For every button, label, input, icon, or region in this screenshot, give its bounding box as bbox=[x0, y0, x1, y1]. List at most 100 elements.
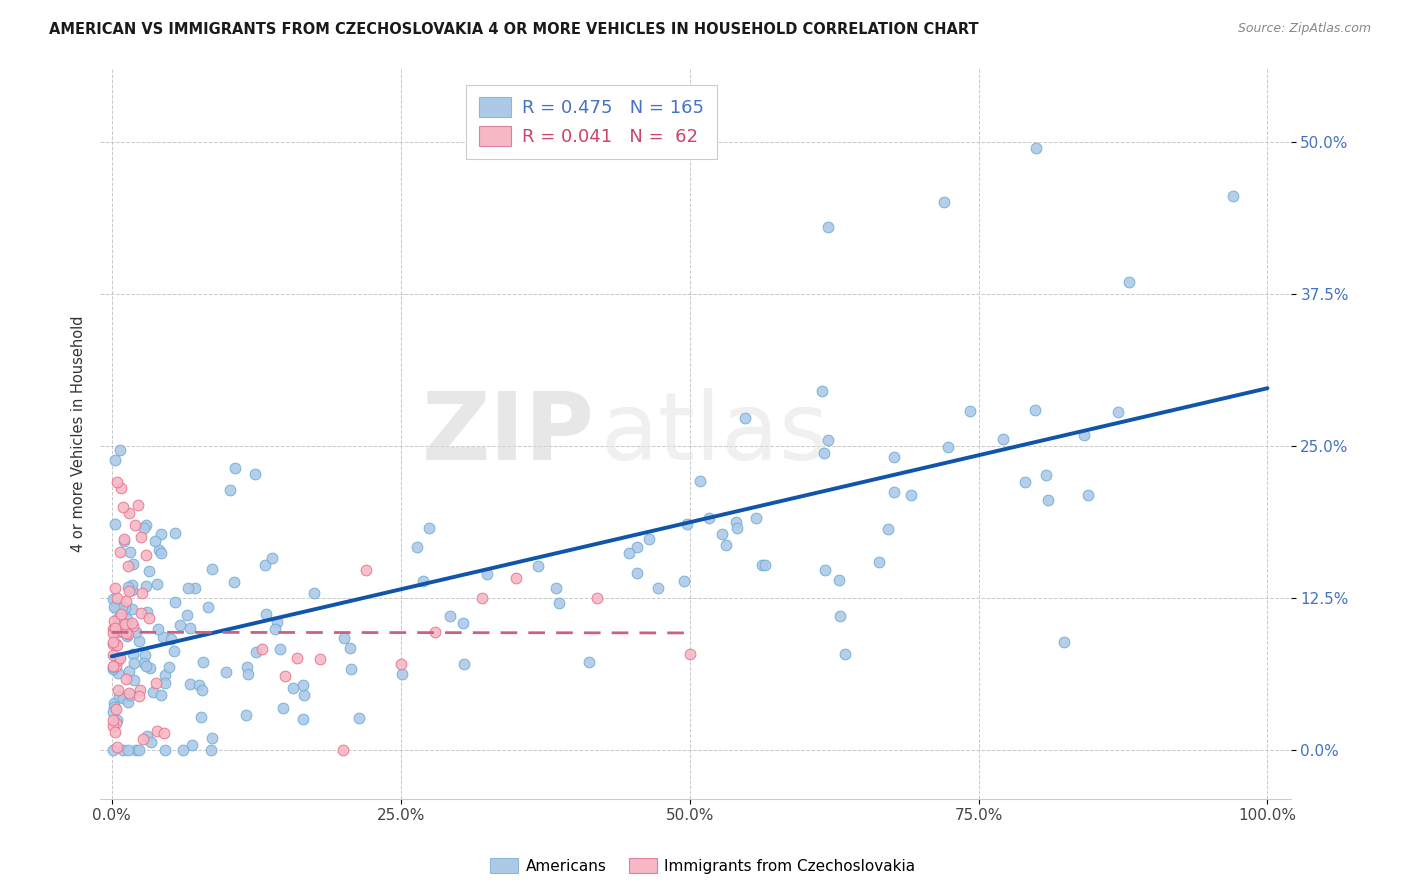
Point bbox=[111, 599, 134, 614]
Point bbox=[101, 622, 124, 636]
Point bbox=[122, 619, 145, 633]
Point bbox=[439, 609, 461, 624]
Point bbox=[169, 618, 191, 632]
Point bbox=[107, 475, 129, 490]
Point bbox=[291, 712, 314, 726]
Point bbox=[152, 630, 174, 644]
Point bbox=[675, 517, 697, 532]
Point bbox=[418, 521, 440, 535]
Point bbox=[177, 581, 200, 595]
Point bbox=[105, 739, 128, 754]
Point bbox=[103, 621, 125, 635]
Point bbox=[103, 696, 125, 710]
Point bbox=[391, 667, 413, 681]
Point bbox=[157, 659, 180, 673]
Point bbox=[260, 550, 283, 565]
Point bbox=[118, 686, 141, 700]
Point bbox=[129, 682, 152, 697]
Point bbox=[110, 482, 132, 496]
Point bbox=[101, 648, 124, 663]
Point bbox=[114, 601, 136, 615]
Point bbox=[546, 581, 568, 595]
Point bbox=[991, 433, 1014, 447]
Point bbox=[165, 525, 187, 540]
Point bbox=[121, 601, 143, 615]
Point bbox=[101, 659, 124, 673]
Point bbox=[332, 631, 354, 645]
Point bbox=[135, 518, 157, 533]
Point bbox=[868, 556, 890, 570]
Point bbox=[118, 618, 141, 632]
Point bbox=[754, 558, 776, 572]
Point bbox=[224, 461, 246, 475]
Point bbox=[117, 558, 139, 573]
Point bbox=[107, 653, 129, 667]
Point bbox=[101, 660, 124, 674]
Point bbox=[235, 708, 257, 723]
Point bbox=[810, 384, 832, 398]
Point bbox=[271, 701, 294, 715]
Point bbox=[451, 616, 474, 631]
Point bbox=[118, 583, 141, 598]
Point bbox=[112, 532, 135, 546]
Point bbox=[263, 623, 285, 637]
Point bbox=[111, 615, 134, 630]
Point bbox=[135, 579, 157, 593]
Point bbox=[389, 657, 412, 671]
Point bbox=[172, 743, 194, 757]
Point bbox=[308, 652, 330, 666]
Point bbox=[245, 644, 267, 658]
Point bbox=[142, 685, 165, 699]
Point bbox=[136, 605, 159, 619]
Point bbox=[1014, 475, 1036, 490]
Point bbox=[115, 594, 138, 608]
Point bbox=[1107, 405, 1129, 419]
Point bbox=[132, 731, 155, 746]
Point bbox=[105, 702, 128, 716]
Point bbox=[145, 675, 167, 690]
Point bbox=[626, 566, 648, 580]
Point bbox=[101, 626, 124, 640]
Point bbox=[105, 591, 128, 606]
Point bbox=[138, 611, 160, 625]
Point bbox=[959, 404, 981, 418]
Point bbox=[122, 656, 145, 670]
Legend: Americans, Immigrants from Czechoslovakia: Americans, Immigrants from Czechoslovaki… bbox=[484, 852, 922, 880]
Point bbox=[1024, 403, 1046, 417]
Point bbox=[148, 622, 170, 636]
Legend: R = 0.475   N = 165, R = 0.041   N =  62: R = 0.475 N = 165, R = 0.041 N = 62 bbox=[467, 85, 717, 159]
Point bbox=[155, 676, 177, 690]
Point bbox=[253, 558, 276, 572]
Point bbox=[101, 637, 124, 651]
Point bbox=[111, 624, 134, 639]
Point bbox=[274, 669, 297, 683]
Point bbox=[470, 591, 492, 606]
Point bbox=[107, 689, 129, 703]
Point bbox=[245, 467, 267, 481]
Point bbox=[121, 616, 143, 631]
Point bbox=[111, 624, 134, 638]
Point bbox=[617, 546, 640, 560]
Point bbox=[347, 711, 370, 725]
Point bbox=[201, 731, 224, 745]
Point bbox=[932, 195, 955, 210]
Point bbox=[104, 581, 127, 595]
Point bbox=[153, 743, 176, 757]
Point bbox=[105, 638, 128, 652]
Point bbox=[827, 573, 849, 587]
Point bbox=[236, 667, 259, 681]
Point bbox=[354, 563, 377, 577]
Point bbox=[883, 450, 905, 464]
Point bbox=[332, 743, 354, 757]
Point bbox=[1222, 189, 1244, 203]
Point bbox=[292, 678, 315, 692]
Point bbox=[107, 611, 129, 625]
Point bbox=[108, 609, 131, 624]
Point bbox=[149, 546, 172, 560]
Point bbox=[101, 705, 124, 719]
Point bbox=[104, 452, 127, 467]
Point bbox=[936, 440, 959, 454]
Point bbox=[222, 574, 245, 589]
Point bbox=[578, 655, 600, 669]
Point bbox=[678, 647, 700, 661]
